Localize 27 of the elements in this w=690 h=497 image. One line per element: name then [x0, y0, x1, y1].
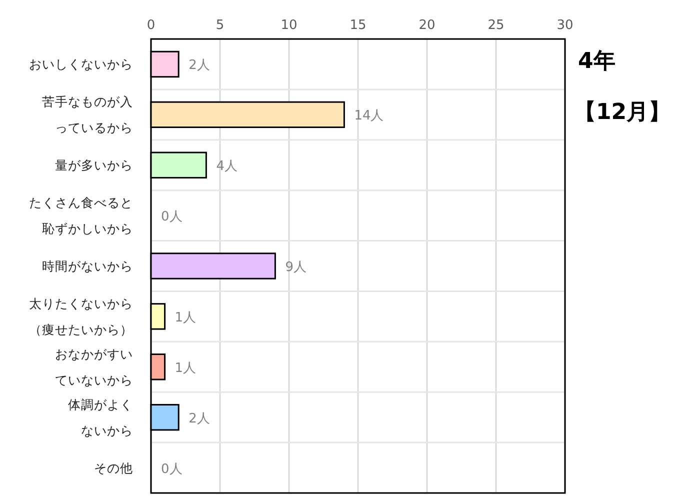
y-tick-label: 苦手なものが入っているから — [42, 94, 133, 136]
y-tick-label: 太りたくないから（痩せたいから） — [29, 296, 133, 337]
x-tick-label: 5 — [216, 18, 224, 33]
y-tick-label: おなかがすいていないから — [55, 346, 133, 388]
y-tick-label: たくさん食べると恥ずかしいから — [29, 195, 133, 236]
y-tick-label: 時間がないから — [42, 258, 133, 274]
data-label: 4人 — [216, 159, 238, 174]
data-label: 2人 — [188, 58, 210, 74]
x-tick-label: 10 — [280, 18, 298, 33]
data-label: 0人 — [161, 210, 182, 225]
y-tick-label: その他 — [94, 460, 133, 476]
data-label: 2人 — [188, 411, 210, 426]
x-tick-label: 30 — [556, 18, 574, 33]
data-label: 1人 — [174, 360, 196, 376]
y-tick-label: おいしくないから — [29, 56, 133, 72]
y-tick-label: 体調がよくないから — [68, 396, 133, 438]
x-tick-label: 25 — [488, 18, 504, 33]
x-tick-label: 20 — [418, 18, 436, 33]
x-tick-label: 0 — [146, 18, 156, 33]
x-tick-label: 15 — [350, 18, 366, 33]
text: 4年 — [578, 49, 616, 74]
y-tick-label: 量が多いから — [55, 158, 133, 173]
data-label: 1人 — [174, 310, 196, 326]
data-label: 9人 — [285, 260, 306, 275]
data-label: 14人 — [354, 108, 384, 124]
text: 【12月】 — [574, 100, 671, 125]
data-label: 0人 — [161, 462, 182, 477]
